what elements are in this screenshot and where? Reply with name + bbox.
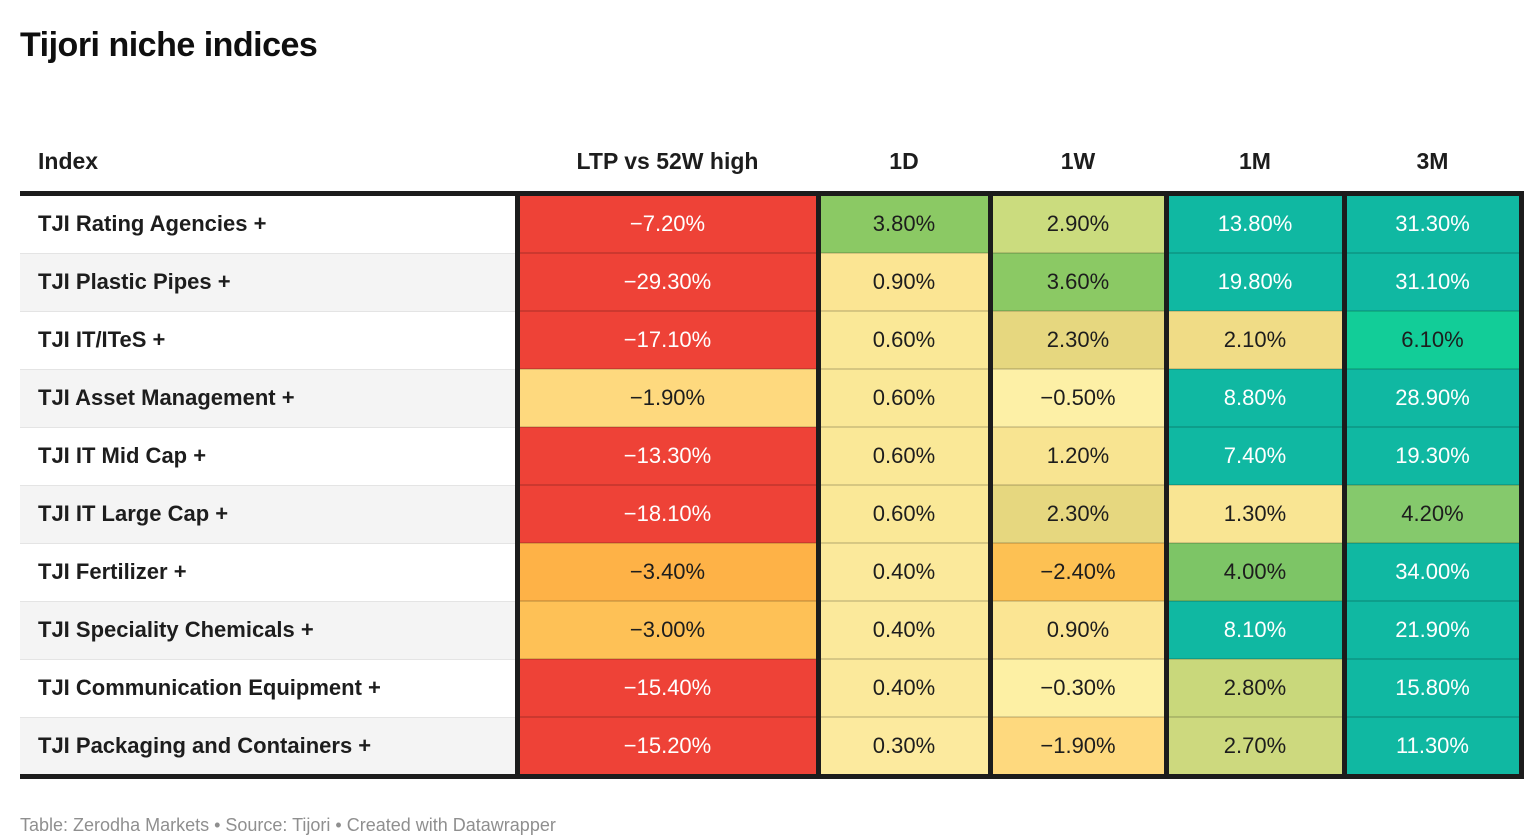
value-cell-1m: 1.30% xyxy=(1163,485,1344,544)
index-name: TJI Plastic Pipes + xyxy=(20,253,517,312)
index-name: TJI Communication Equipment + xyxy=(20,659,517,718)
value-cell-ltp: −3.00% xyxy=(514,601,818,660)
table-body: TJI Rating Agencies + −7.20% 3.80% 2.90%… xyxy=(20,193,1524,778)
table-row: TJI Packaging and Containers + −15.20% 0… xyxy=(20,717,1524,778)
value-cell-1d: 0.60% xyxy=(815,369,990,428)
value-cell-3m: 21.90% xyxy=(1341,601,1524,660)
value-cell-1m: 8.10% xyxy=(1163,601,1344,660)
value-cell-1w: 2.30% xyxy=(987,311,1166,370)
value-cell-ltp: −1.90% xyxy=(514,369,818,428)
value-cell-ltp: −29.30% xyxy=(514,253,818,312)
value-cell-1m: 8.80% xyxy=(1163,369,1344,428)
value-cell-1w: 2.30% xyxy=(987,485,1166,544)
index-name: TJI Speciality Chemicals + xyxy=(20,601,517,660)
value-cell-1m: 2.10% xyxy=(1163,311,1344,370)
table-row: TJI IT Large Cap + −18.10% 0.60% 2.30% 1… xyxy=(20,485,1524,544)
value-cell-3m: 11.30% xyxy=(1341,717,1524,778)
table-row: TJI Asset Management + −1.90% 0.60% −0.5… xyxy=(20,369,1524,428)
value-cell-1m: 19.80% xyxy=(1163,253,1344,312)
value-cell-1w: 3.60% xyxy=(987,253,1166,312)
value-cell-1w: 1.20% xyxy=(987,427,1166,486)
header-row: Index LTP vs 52W high 1D 1W 1M 3M xyxy=(20,99,1521,194)
value-cell-1m: 13.80% xyxy=(1163,193,1344,254)
table-row: TJI IT Mid Cap + −13.30% 0.60% 1.20% 7.4… xyxy=(20,427,1524,486)
value-cell-1d: 0.60% xyxy=(815,427,990,486)
value-cell-1d: 0.40% xyxy=(815,543,990,602)
value-cell-1w: −0.50% xyxy=(987,369,1166,428)
value-cell-3m: 34.00% xyxy=(1341,543,1524,602)
index-name: TJI Rating Agencies + xyxy=(20,193,517,254)
value-cell-ltp: −17.10% xyxy=(514,311,818,370)
value-cell-1d: 0.30% xyxy=(815,717,990,778)
table-row: TJI Plastic Pipes + −29.30% 0.90% 3.60% … xyxy=(20,253,1524,312)
column-header-1m: 1M xyxy=(1239,148,1271,174)
value-cell-1w: 0.90% xyxy=(987,601,1166,660)
value-cell-1d: 0.40% xyxy=(815,659,990,718)
value-cell-1m: 7.40% xyxy=(1163,427,1344,486)
value-cell-1m: 4.00% xyxy=(1163,543,1344,602)
value-cell-ltp: −13.30% xyxy=(514,427,818,486)
index-name: TJI IT/ITeS + xyxy=(20,311,517,370)
value-cell-3m: 15.80% xyxy=(1341,659,1524,718)
value-cell-ltp: −15.20% xyxy=(514,717,818,778)
value-cell-1w: −2.40% xyxy=(987,543,1166,602)
column-header-3m: 3M xyxy=(1416,148,1449,174)
table-header: Index LTP vs 52W high 1D 1W 1M 3M xyxy=(20,99,1521,194)
table-row: TJI Rating Agencies + −7.20% 3.80% 2.90%… xyxy=(20,193,1524,254)
value-cell-1w: −0.30% xyxy=(987,659,1166,718)
column-header-1d: 1D xyxy=(889,148,919,174)
value-cell-1d: 3.80% xyxy=(815,193,990,254)
column-header-ltp: LTP vs 52W high xyxy=(576,148,759,174)
value-cell-3m: 4.20% xyxy=(1341,485,1524,544)
index-name: TJI IT Mid Cap + xyxy=(20,427,517,486)
indices-table: Index LTP vs 52W high 1D 1W 1M 3M TJI Ra… xyxy=(20,99,1524,779)
attribution: Table: Zerodha Markets • Source: Tijori … xyxy=(20,815,556,835)
value-cell-ltp: −7.20% xyxy=(514,193,818,254)
value-cell-1m: 2.70% xyxy=(1163,717,1344,778)
value-cell-3m: 28.90% xyxy=(1341,369,1524,428)
value-cell-3m: 31.10% xyxy=(1341,253,1524,312)
value-cell-1d: 0.60% xyxy=(815,485,990,544)
column-header-1w: 1W xyxy=(1060,148,1096,174)
index-name: TJI Packaging and Containers + xyxy=(20,717,517,777)
column-header-index: Index xyxy=(38,148,99,174)
value-cell-1w: 2.90% xyxy=(987,193,1166,254)
value-cell-3m: 19.30% xyxy=(1341,427,1524,486)
page-title: Tijori niche indices xyxy=(20,26,318,64)
table-row: TJI Fertilizer + −3.40% 0.40% −2.40% 4.0… xyxy=(20,543,1524,602)
value-cell-ltp: −3.40% xyxy=(514,543,818,602)
value-cell-1d: 0.60% xyxy=(815,311,990,370)
table-row: TJI Communication Equipment + −15.40% 0.… xyxy=(20,659,1524,718)
value-cell-1d: 0.90% xyxy=(815,253,990,312)
value-cell-1m: 2.80% xyxy=(1163,659,1344,718)
value-cell-ltp: −15.40% xyxy=(514,659,818,718)
value-cell-3m: 6.10% xyxy=(1341,311,1524,370)
index-name: TJI Fertilizer + xyxy=(20,543,517,602)
index-name: TJI Asset Management + xyxy=(20,369,517,428)
table-row: TJI IT/ITeS + −17.10% 0.60% 2.30% 2.10% … xyxy=(20,311,1524,370)
value-cell-3m: 31.30% xyxy=(1341,193,1524,254)
value-cell-1w: −1.90% xyxy=(987,717,1166,778)
table-row: TJI Speciality Chemicals + −3.00% 0.40% … xyxy=(20,601,1524,660)
index-name: TJI IT Large Cap + xyxy=(20,485,517,544)
value-cell-ltp: −18.10% xyxy=(514,485,818,544)
value-cell-1d: 0.40% xyxy=(815,601,990,660)
